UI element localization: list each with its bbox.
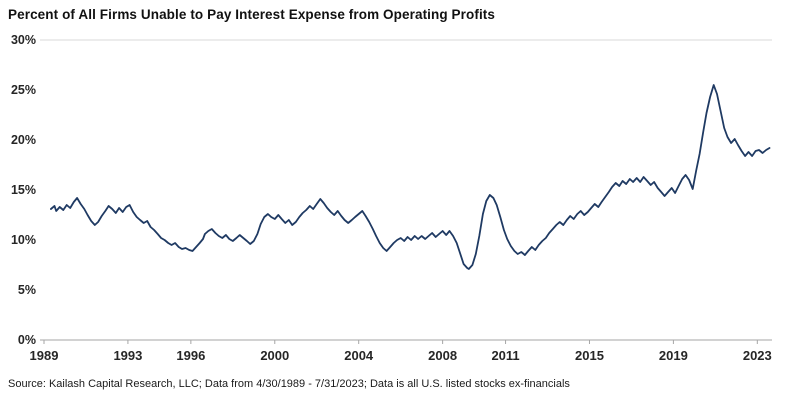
source-note: Source: Kailash Capital Research, LLC; D… (8, 378, 570, 390)
x-tick-label: 1993 (113, 348, 142, 363)
chart-title: Percent of All Firms Unable to Pay Inter… (8, 7, 496, 22)
data-series-line (50, 84, 771, 270)
x-tick-label: 1989 (30, 348, 59, 363)
y-tick-label: 30% (11, 33, 36, 47)
y-tick-label: 10% (11, 233, 36, 247)
y-tick-label: 0% (18, 333, 36, 347)
line-chart: 0% 5% 10% 15% 20% 25% 30% 1989 1993 1996 2000 2004 2… (11, 33, 772, 363)
x-tick-label: 2019 (659, 348, 688, 363)
y-tick-label: 15% (11, 183, 36, 197)
x-tick-label: 2015 (575, 348, 604, 363)
x-tick-label: 2004 (344, 348, 374, 363)
y-tick-label: 20% (11, 133, 36, 147)
y-tick-label: 5% (18, 283, 36, 297)
y-tick-label: 25% (11, 83, 36, 97)
x-tick-label: 2023 (743, 348, 772, 363)
x-tick-label: 2008 (428, 348, 457, 363)
x-tick-label: 1996 (176, 348, 205, 363)
x-tick-label: 2011 (491, 348, 519, 363)
x-tick-label: 2000 (260, 348, 289, 363)
